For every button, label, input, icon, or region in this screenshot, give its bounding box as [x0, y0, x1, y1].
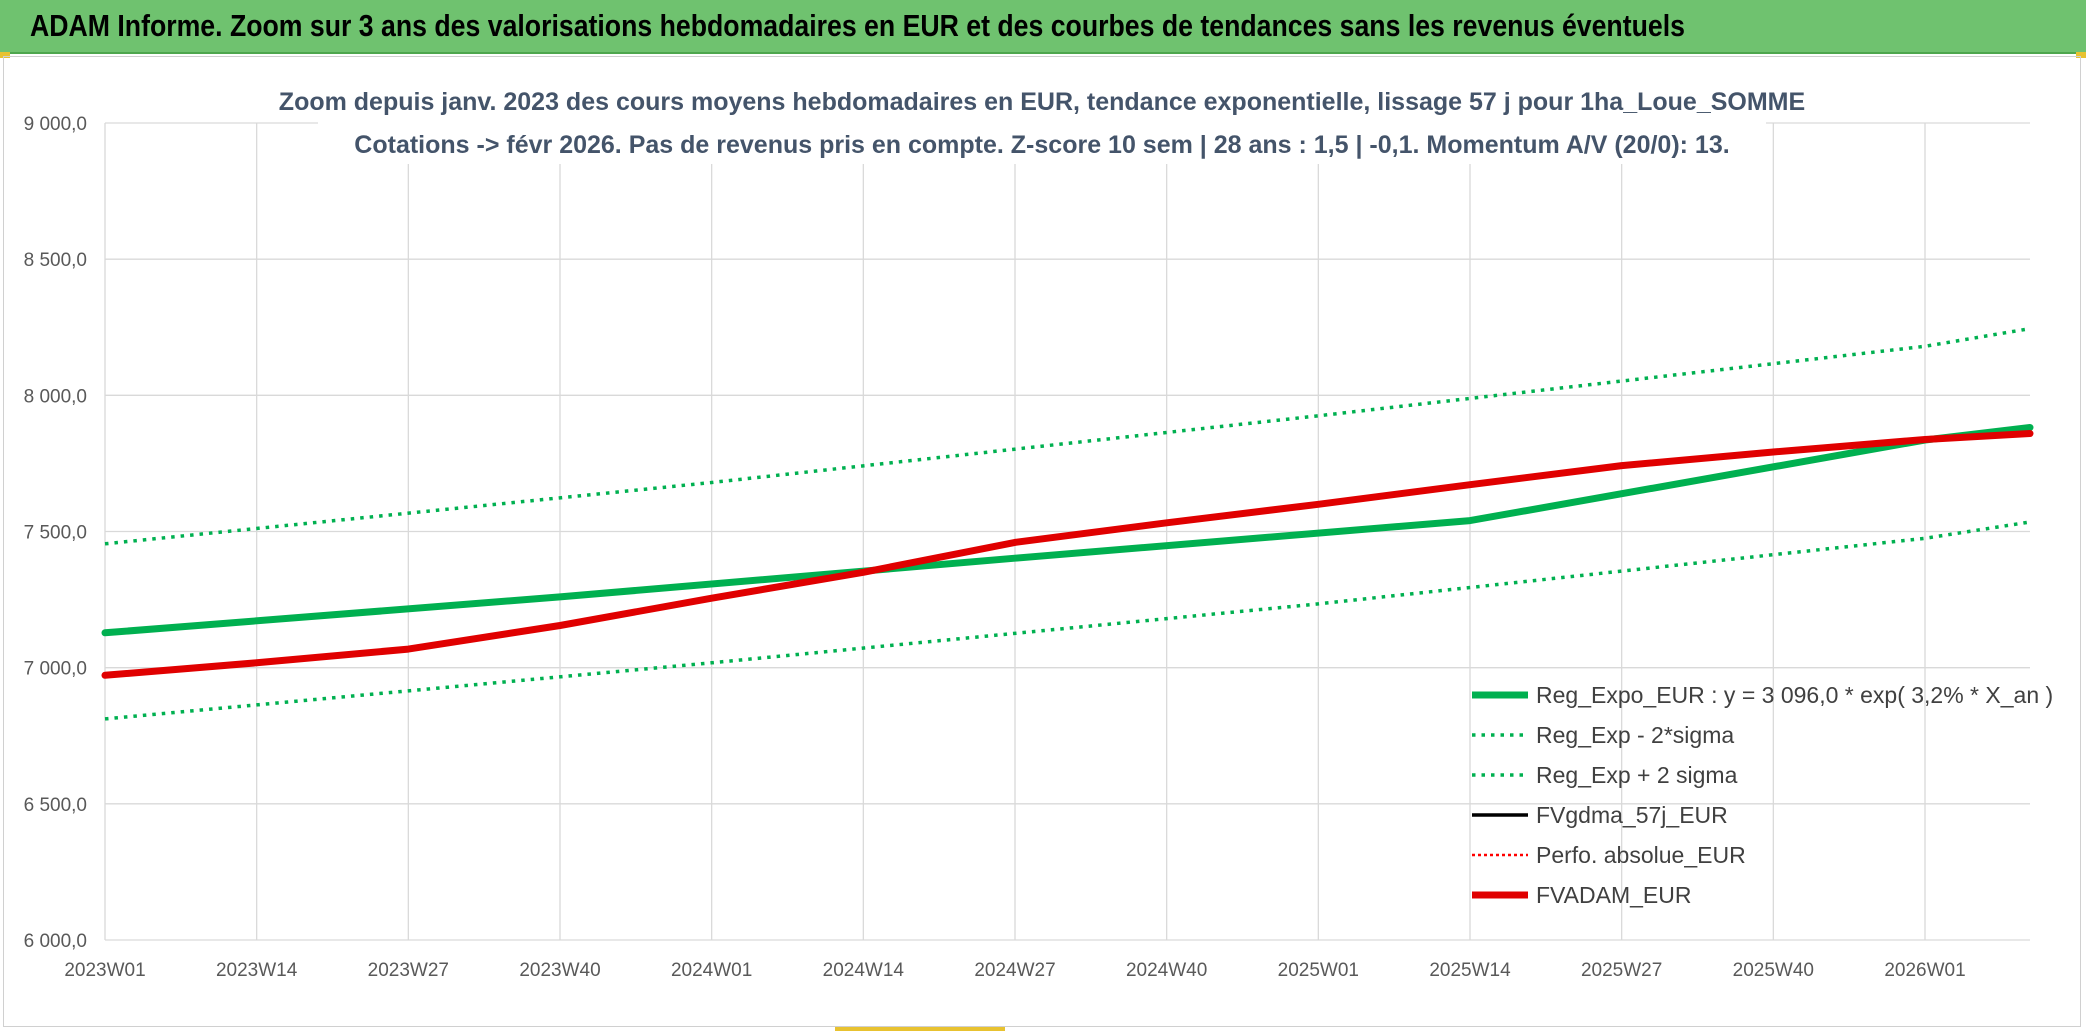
grid-lines	[104, 122, 2030, 941]
subtitle-background	[318, 80, 1766, 164]
y-tick-label: 8 000,0	[24, 386, 87, 407]
y-tick-label: 7 500,0	[24, 523, 87, 544]
y-tick-label: 6 500,0	[24, 795, 87, 816]
legend-label: FVADAM_EUR	[1536, 882, 1692, 908]
series-line-1	[104, 520, 2031, 721]
chart-title-line-1: Zoom depuis janv. 2023 des cours moyens …	[279, 88, 1805, 116]
y-tick-label: 6 000,0	[24, 931, 87, 952]
x-tick-label: 2025W01	[1278, 960, 1359, 981]
y-tick-label: 8 500,0	[24, 250, 87, 271]
x-tick-label: 2025W14	[1429, 960, 1511, 981]
report-title: ADAM Informe. Zoom sur 3 ans des valoris…	[30, 8, 1685, 43]
legend-label: Reg_Exp - 2*sigma	[1536, 722, 1734, 748]
corner-marker-right	[2076, 52, 2086, 58]
x-tick-label: 2023W14	[216, 960, 298, 981]
x-tick-label: 2024W40	[1126, 960, 1207, 981]
legend-label: Reg_Expo_EUR : y = 3 096,0 * exp( 3,2% *…	[1536, 682, 2053, 708]
x-tick-label: 2025W40	[1733, 960, 1814, 981]
y-tick-label: 7 000,0	[24, 659, 87, 680]
legend-label: Reg_Exp + 2 sigma	[1536, 762, 1738, 788]
chart-title-line-2: Cotations -> févr 2026. Pas de revenus p…	[354, 131, 1729, 159]
y-axis-ticks: 6 000,0 6 500,0 7 000,0 7 500,0 8 000,0 8 500…	[24, 114, 87, 952]
bottom-marker	[835, 1027, 1005, 1031]
y-tick-label: 9 000,0	[24, 114, 87, 135]
x-tick-label: 2023W27	[368, 960, 449, 981]
x-axis-ticks: 2023W01 2023W14 2023W27 2023W40 2024W01 2024W…	[64, 960, 1965, 981]
x-tick-label: 2024W27	[974, 960, 1055, 981]
legend-label: FVgdma_57j_EUR	[1536, 802, 1728, 828]
x-tick-label: 2024W01	[671, 960, 752, 981]
chart-frame	[3, 56, 2081, 1027]
series-line-2	[104, 326, 2031, 546]
x-tick-label: 2023W01	[64, 960, 145, 981]
series-lines	[101, 326, 2034, 721]
series-line-5	[101, 430, 2034, 679]
x-tick-label: 2025W27	[1581, 960, 1662, 981]
corner-marker-left	[0, 52, 10, 58]
report-banner: ADAM Informe. Zoom sur 3 ans des valoris…	[0, 0, 2086, 54]
legend-label: Perfo. absolue_EUR	[1536, 842, 1746, 868]
chart-legend: Reg_Expo_EUR : y = 3 096,0 * exp( 3,2% *…	[1472, 682, 2053, 908]
x-tick-label: 2023W40	[519, 960, 600, 981]
x-tick-label: 2024W14	[823, 960, 905, 981]
x-tick-label: 2026W01	[1884, 960, 1965, 981]
